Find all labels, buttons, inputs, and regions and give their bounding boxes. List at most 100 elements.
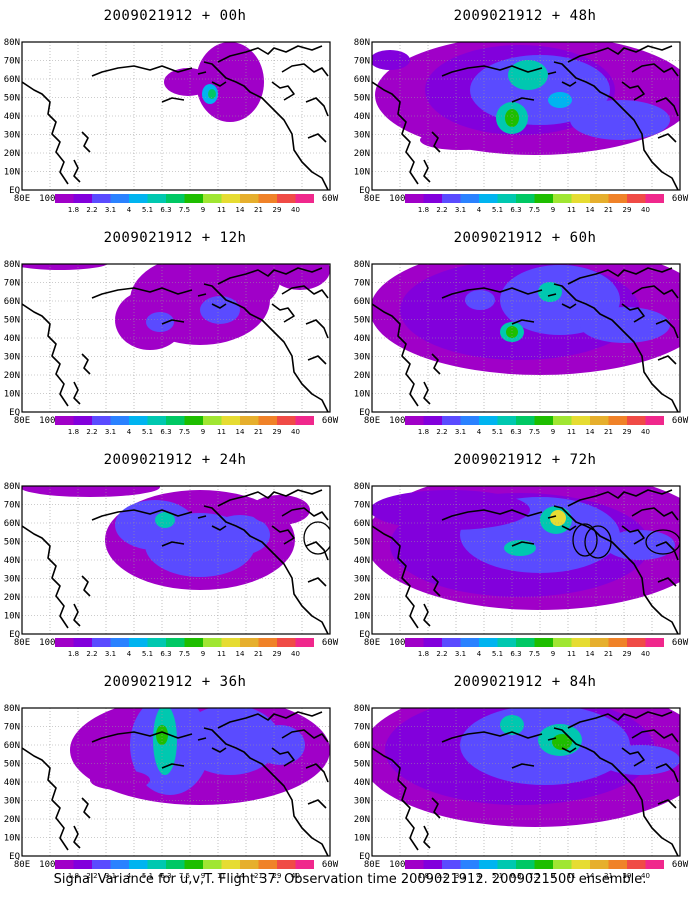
colorbar-swatch — [516, 194, 535, 203]
colorbar-swatch — [166, 194, 185, 203]
coastline — [22, 489, 329, 634]
lat-tick-label: 50N — [4, 94, 20, 104]
colorbar-swatch — [258, 860, 277, 869]
lat-tick-label: 60N — [4, 741, 20, 751]
colorbar-label: 21 — [254, 650, 263, 658]
colorbar-swatch — [258, 416, 277, 425]
colorbar-swatch — [55, 638, 74, 647]
lat-tick-label: 80N — [354, 38, 370, 48]
colorbar-label: 29 — [623, 650, 632, 658]
coastline — [372, 711, 679, 856]
variance-contour — [552, 734, 572, 750]
colorbar-swatch — [590, 194, 609, 203]
colorbar-label: 11 — [217, 650, 226, 658]
colorbar-swatch — [92, 638, 111, 647]
colorbar-label: 29 — [623, 428, 632, 436]
colorbar-label: 1.8 — [68, 428, 79, 436]
colorbar-swatch — [608, 638, 627, 647]
lat-tick-label: 20N — [354, 371, 370, 381]
map-plot: 80N70N60N50N40N30N20N10NEQ80E100E120E140… — [354, 260, 689, 426]
variance-contour — [210, 515, 270, 555]
lon-tick-label: 60W — [672, 416, 689, 426]
colorbar-swatch — [423, 194, 442, 203]
lat-tick-label: 40N — [4, 112, 20, 122]
colorbar-label: 21 — [604, 428, 613, 436]
lon-tick-label: 60W — [322, 638, 339, 648]
colorbar-label: 3.1 — [105, 872, 116, 880]
colorbar-label: 4 — [477, 650, 482, 658]
lat-tick-label: 50N — [354, 94, 370, 104]
colorbar-swatch — [405, 416, 424, 425]
colorbar-label: 2.2 — [86, 428, 97, 436]
colorbar-swatch — [571, 860, 590, 869]
colorbar-swatch — [460, 194, 479, 203]
lat-tick-label: 70N — [354, 723, 370, 733]
lat-tick-label: 50N — [4, 316, 20, 326]
colorbar-label: 2.2 — [436, 650, 447, 658]
colorbar-label: 1.8 — [68, 872, 79, 880]
lat-tick-label: 20N — [354, 593, 370, 603]
coastline — [372, 489, 679, 634]
colorbar-label: 40 — [641, 428, 650, 436]
panel-title: 2009021912 + 00h — [103, 8, 247, 24]
map-plot: 80N70N60N50N40N30N20N10NEQ80E100E120E140… — [4, 704, 339, 870]
lat-tick-label: 70N — [354, 279, 370, 289]
panel-title: 2009021912 + 36h — [103, 674, 247, 690]
variance-contour — [372, 490, 530, 530]
variance-contour — [372, 50, 410, 70]
colorbar-label: 6.3 — [510, 206, 521, 214]
variance-contour — [22, 486, 160, 497]
colorbar-swatch — [110, 860, 129, 869]
colorbar-swatch — [258, 638, 277, 647]
variance-contour — [164, 68, 212, 96]
colorbar-swatch — [110, 638, 129, 647]
colorbar-swatch — [73, 416, 92, 425]
lat-tick-label: 30N — [4, 797, 20, 807]
colorbar-label: 3.1 — [105, 428, 116, 436]
colorbar-swatch — [240, 416, 259, 425]
colorbar-swatch — [442, 194, 461, 203]
lat-tick-label: 40N — [4, 778, 20, 788]
colorbar-label: 4 — [477, 872, 482, 880]
colorbar-swatch — [221, 416, 240, 425]
colorbar-label: 5.1 — [492, 206, 503, 214]
lat-tick-label: 70N — [4, 57, 20, 67]
colorbar-swatch — [534, 194, 553, 203]
variance-contour — [465, 290, 495, 310]
colorbar-swatch — [110, 416, 129, 425]
variance-contour — [200, 296, 240, 324]
variance-contour — [155, 512, 175, 528]
colorbar-label: 9 — [551, 650, 555, 658]
colorbar-swatch — [645, 860, 664, 869]
lat-tick-label: 50N — [4, 538, 20, 548]
lat-tick-label: 50N — [4, 760, 20, 770]
lat-tick-label: EQ — [359, 186, 370, 196]
colorbar-swatch — [73, 638, 92, 647]
lat-tick-label: 60N — [354, 519, 370, 529]
colorbar-label: 4 — [477, 206, 482, 214]
colorbar-label: 40 — [291, 650, 300, 658]
map-plot: 80N70N60N50N40N30N20N10NEQ80E100E120E140… — [354, 482, 689, 648]
colorbar-swatch — [221, 194, 240, 203]
colorbar-swatch — [590, 638, 609, 647]
colorbar-swatch — [92, 860, 111, 869]
colorbar-label: 7.5 — [529, 650, 540, 658]
colorbar-label: 5.1 — [492, 872, 503, 880]
lat-tick-label: 60N — [354, 297, 370, 307]
colorbar-swatch — [423, 860, 442, 869]
lat-tick-label: 40N — [354, 112, 370, 122]
figure-caption: Signal Variance for u,v,T. Flight 37. Ob… — [53, 872, 647, 887]
colorbar-label: 4 — [127, 206, 132, 214]
lon-tick-label: 100E — [389, 194, 411, 204]
colorbar-swatch — [147, 194, 166, 203]
lat-tick-label: EQ — [9, 186, 20, 196]
variance-contour — [146, 312, 174, 332]
variance-contour — [420, 130, 500, 150]
colorbar-swatch — [184, 860, 203, 869]
colorbar-label: 14 — [236, 650, 245, 658]
variance-contour — [580, 307, 670, 343]
observation-ring — [645, 529, 680, 555]
lat-tick-label: 30N — [4, 575, 20, 585]
colorbar-label: 5.1 — [142, 428, 153, 436]
colorbar-label: 3.1 — [455, 650, 466, 658]
